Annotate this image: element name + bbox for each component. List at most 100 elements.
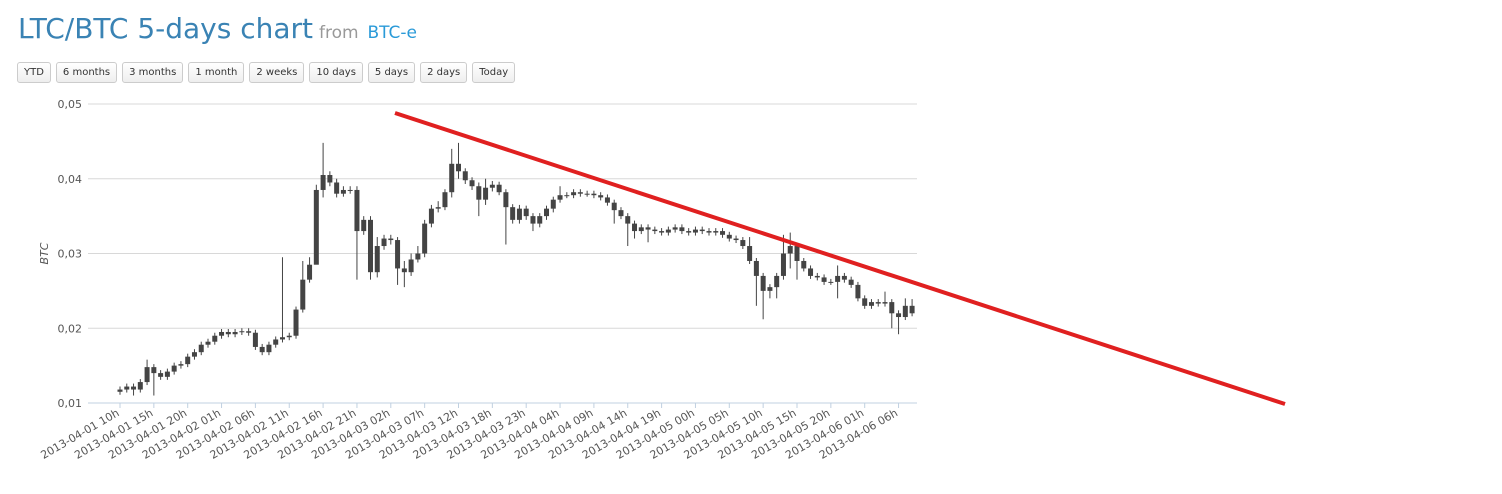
candle-body <box>855 284 861 299</box>
candle-body <box>191 352 197 357</box>
candle-body <box>760 275 766 291</box>
candle-body <box>198 344 204 353</box>
candle-body <box>638 227 644 232</box>
chart-title: LTC/BTC 5-days chart <box>18 12 314 45</box>
candle-body <box>185 356 191 365</box>
candle-body <box>896 313 902 318</box>
candle-body <box>232 331 238 335</box>
candle-body <box>523 208 529 217</box>
range-button[interactable]: 2 weeks <box>249 62 305 83</box>
candle-body <box>273 339 279 345</box>
candle-body <box>320 175 326 190</box>
candle-body <box>692 229 698 233</box>
candle-body <box>469 180 475 187</box>
candle-body <box>686 231 692 233</box>
candle-body <box>259 346 265 353</box>
candle-body <box>550 199 556 209</box>
candle-body <box>625 216 631 224</box>
candle-body <box>422 223 428 254</box>
candle-body <box>713 231 719 233</box>
range-button[interactable]: 1 month <box>188 62 245 83</box>
range-button[interactable]: 2 days <box>420 62 468 83</box>
candle-body <box>137 382 143 390</box>
source-link[interactable]: BTC-e <box>367 23 417 43</box>
candle-body <box>821 277 827 282</box>
candle-body <box>652 229 658 232</box>
candle-body <box>347 189 353 191</box>
candle-body <box>164 371 170 377</box>
y-tick-label: 0,01 <box>58 397 83 410</box>
candle-body <box>808 268 814 276</box>
candle-body <box>767 287 773 291</box>
range-button[interactable]: 10 days <box>309 62 363 83</box>
candle-body <box>395 240 401 269</box>
candle-body <box>835 275 841 282</box>
candle-body <box>868 302 874 306</box>
candle-body <box>361 219 367 232</box>
candle-body <box>266 344 272 353</box>
candle-body <box>131 386 137 390</box>
candle-body <box>814 275 820 278</box>
candle-body <box>279 337 285 340</box>
candle-body <box>537 216 543 224</box>
range-button[interactable]: YTD <box>17 62 51 83</box>
candle-body <box>726 234 732 239</box>
candle-body <box>171 365 177 372</box>
candle-body <box>327 175 333 183</box>
candle-body <box>388 238 394 241</box>
candle-body <box>909 305 915 314</box>
range-button[interactable]: 3 months <box>122 62 184 83</box>
candle-body <box>151 367 157 374</box>
y-tick-label: 0,04 <box>58 173 83 186</box>
title-block: LTC/BTC 5-days chart from BTC-e <box>18 12 417 45</box>
candle-body <box>801 260 807 269</box>
candle-body <box>720 231 726 235</box>
candle-body <box>577 192 583 194</box>
candle-body <box>374 246 380 273</box>
candle-body <box>435 207 441 209</box>
candle-body <box>503 192 509 208</box>
range-button[interactable]: 6 months <box>55 62 118 83</box>
candle-body <box>462 171 468 181</box>
candle-body <box>408 259 414 273</box>
candle-body <box>787 246 793 254</box>
candle-body <box>557 195 563 200</box>
range-button[interactable]: Today <box>472 62 516 83</box>
candle-body <box>428 208 434 224</box>
candle-body <box>340 189 346 194</box>
candle-body <box>699 229 705 232</box>
candle-body <box>740 240 746 247</box>
candle-body <box>158 373 164 377</box>
candle-body <box>828 281 834 283</box>
y-tick-label: 0,02 <box>58 322 83 335</box>
candle-body <box>476 186 482 200</box>
candle-body <box>205 341 211 345</box>
candle-body <box>753 260 759 276</box>
candle-body <box>401 268 407 273</box>
candle-body <box>144 367 150 383</box>
candle-body <box>882 302 888 304</box>
candle-body <box>117 389 123 392</box>
candle-body <box>632 223 638 232</box>
candle-body <box>252 332 258 347</box>
trend-line <box>394 111 1286 406</box>
candle-body <box>659 231 665 233</box>
candle-body <box>733 238 739 241</box>
candle-body <box>794 246 800 261</box>
y-axis-label: BTC <box>38 242 51 264</box>
candle-body <box>381 238 387 247</box>
range-button[interactable]: 5 days <box>367 62 416 83</box>
candle-body <box>456 163 461 172</box>
candle-body <box>889 302 895 314</box>
candle-body <box>225 331 231 335</box>
candle-body <box>618 210 624 217</box>
candle-body <box>645 227 651 230</box>
candle-body <box>848 279 854 285</box>
candle-body <box>530 216 536 224</box>
candle-body <box>780 253 786 276</box>
candle-body <box>239 331 245 333</box>
y-tick-label: 0,05 <box>58 98 83 111</box>
candle-body <box>489 184 495 188</box>
candle-body <box>516 208 522 220</box>
candle-body <box>293 309 299 336</box>
